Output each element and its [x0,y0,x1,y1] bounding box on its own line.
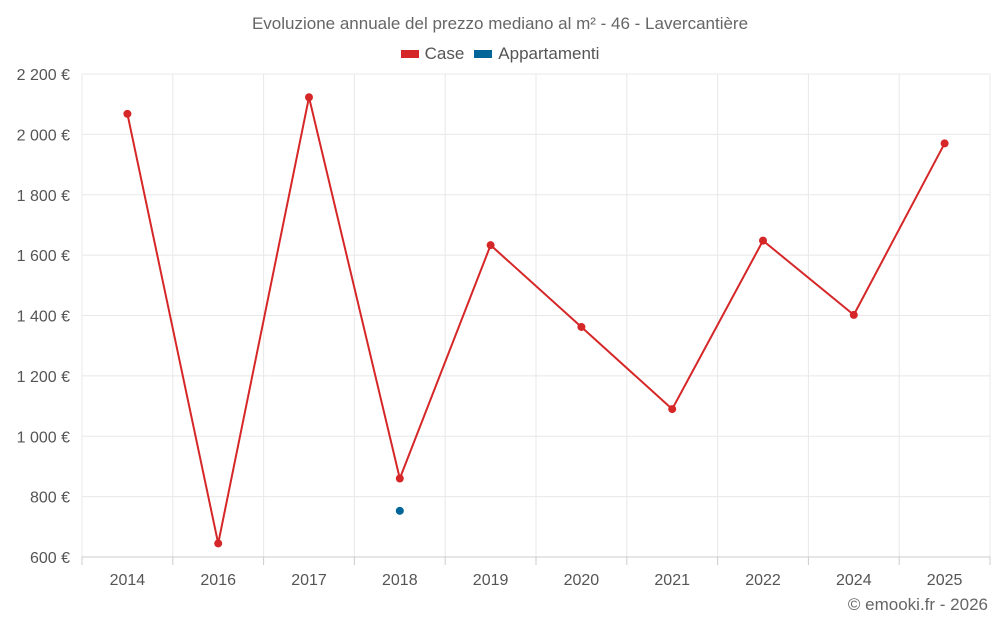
data-point-appartamenti [395,506,404,515]
x-tick-label: 2025 [927,572,963,589]
y-tick-label: 2 000 € [17,127,70,144]
legend-label-case: Case [424,44,465,63]
y-tick-label: 1 800 € [17,188,70,205]
x-tick-label: 2014 [110,572,146,589]
data-point-case [123,109,132,118]
copyright-footer: © emooki.fr - 2026 [847,595,988,614]
x-tick-label: 2020 [564,572,600,589]
data-point-case [849,310,858,319]
y-tick-label: 1 200 € [17,369,70,386]
data-point-case [577,322,586,331]
chart-legend: Case Appartamenti [0,44,1000,64]
chart-title: Evoluzione annuale del prezzo mediano al… [251,14,749,33]
x-tick-label: 2024 [836,572,872,589]
legend-label-appartamenti: Appartamenti [498,44,600,63]
legend-item-appartamenti[interactable]: Appartamenti [474,44,599,64]
series-line-case [126,96,946,545]
x-tick-label: 2021 [654,572,690,589]
x-tick-label: 2019 [473,572,509,589]
data-point-case [305,93,313,102]
data-point-case [759,236,767,245]
x-tick-label: 2022 [745,572,781,589]
data-point-case [940,139,949,148]
x-tick-label: 2018 [382,572,418,589]
y-tick-label: 600 € [30,550,70,567]
x-tick-label: 2017 [291,572,327,589]
y-tick-label: 2 200 € [17,67,70,84]
y-tick-label: 1 000 € [17,429,70,446]
legend-item-case[interactable]: Case [400,44,465,64]
y-tick-label: 1 600 € [17,248,70,265]
x-tick-label: 2016 [200,572,236,589]
data-point-case [486,241,495,250]
data-point-case [395,474,404,483]
data-point-case [668,405,677,414]
data-point-case [214,539,223,548]
y-tick-label: 800 € [30,490,70,507]
legend-swatch-case [400,50,419,58]
legend-swatch-appartamenti [474,50,493,58]
y-tick-label: 1 400 € [17,309,70,326]
